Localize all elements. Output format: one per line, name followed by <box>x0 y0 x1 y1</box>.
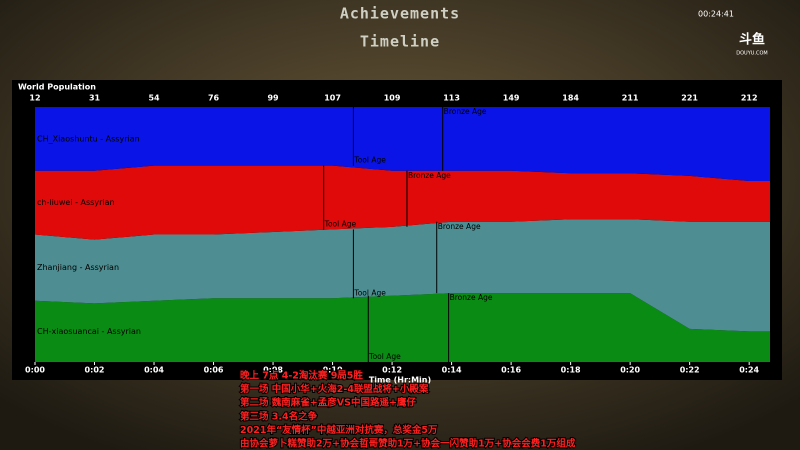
player-label: Zhanjiang - Assyrian <box>37 263 119 272</box>
population-area <box>35 165 770 240</box>
population-label: 54 <box>148 94 160 103</box>
population-area <box>35 293 770 362</box>
clock: 00:24:41 <box>698 10 734 19</box>
screen-subtitle: Timeline <box>360 33 440 51</box>
age-label: Bronze Age <box>444 107 487 116</box>
age-label: Bronze Age <box>408 171 451 180</box>
population-label: 113 <box>443 94 460 103</box>
x-tick-label: 0:10 <box>323 366 343 375</box>
x-tick-label: 0:22 <box>680 366 700 375</box>
player-label: ch-liuwei - Assyrian <box>37 198 115 207</box>
age-label: Tool Age <box>353 288 386 297</box>
player-label: CH_Xiaoshuntu - Assyrian <box>37 134 140 143</box>
x-tick-label: 0:08 <box>263 366 283 375</box>
population-area <box>35 219 770 332</box>
overlay-text: 2021年“友情杯”中越亚洲对抗赛，总奖金5万 <box>240 424 438 436</box>
x-tick-label: 0:16 <box>501 366 521 375</box>
overlay-text: 第一场 中国小华+火海2-4联盟战将+小殿案 <box>240 383 429 395</box>
population-label: 211 <box>622 94 639 103</box>
age-label: Bronze Age <box>450 293 493 302</box>
logo-url: DOUYU.COM <box>736 51 768 57</box>
x-tick-label: 0:18 <box>561 366 581 375</box>
x-tick-label: 0:02 <box>85 366 105 375</box>
age-label: Tool Age <box>368 352 401 361</box>
x-tick-label: 0:24 <box>739 366 759 375</box>
overlay-text: 晚上 7点 4-2淘汰赛 9局5胜 <box>240 370 363 382</box>
population-label: 31 <box>89 94 101 103</box>
population-label: 109 <box>384 94 401 103</box>
player-label: CH-xiaosuancai - Assyrian <box>37 327 141 336</box>
population-label: 149 <box>503 94 520 103</box>
age-label: Bronze Age <box>438 222 481 231</box>
population-label: 107 <box>324 94 341 103</box>
screen-title: Achievements <box>340 5 460 23</box>
x-tick-label: 0:14 <box>442 366 462 375</box>
logo: 斗鱼 <box>739 32 765 48</box>
population-label: 12 <box>29 94 40 103</box>
population-label: 184 <box>562 94 579 103</box>
x-axis-label: Time (Hr:Min) <box>369 376 431 385</box>
population-label: 221 <box>681 94 698 103</box>
population-label: 212 <box>741 94 758 103</box>
overlay-text: 由协会萝卜糕赞助2万+协会哲哥赞助1万+协会一闪赞助1万+协会会费1万组成 <box>240 438 576 450</box>
x-tick-label: 0:12 <box>382 366 402 375</box>
x-tick-label: 0:06 <box>204 366 224 375</box>
x-tick-label: 0:00 <box>25 366 45 375</box>
age-label: Tool Age <box>324 219 357 228</box>
x-tick-label: 0:20 <box>620 366 640 375</box>
overlay-text: 第二场 魏南麻雀+孟彦VS中国路遥+鹰仔 <box>240 397 416 409</box>
population-label: 99 <box>267 94 279 103</box>
overlay-text: 第三场 3.4名之争 <box>240 410 318 422</box>
population-label: 76 <box>208 94 220 103</box>
age-label: Tool Age <box>353 156 386 165</box>
population-area <box>35 107 770 181</box>
chart-title: World Population <box>18 83 96 92</box>
x-tick-label: 0:04 <box>144 366 164 375</box>
